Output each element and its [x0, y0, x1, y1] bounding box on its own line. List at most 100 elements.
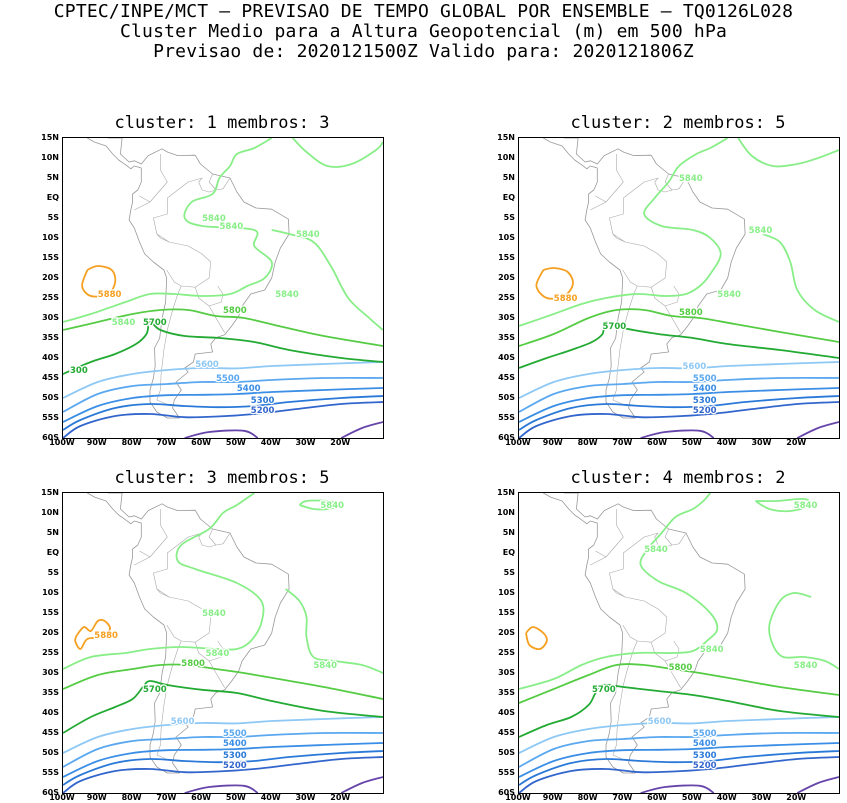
latitude-label: 15N [41, 488, 59, 497]
latitude-label: EQ [502, 548, 515, 557]
contour-5880 [525, 626, 548, 651]
latitude-label: 30S [42, 313, 59, 322]
contour-label: 5500 [216, 374, 240, 384]
map-panel: 5880 5840 5840 5840 5840 5840 5800 5700 5600 5500… [62, 137, 384, 439]
longitude-label: 60W [647, 438, 668, 447]
longitude-label: 30W [295, 793, 316, 802]
contour-label: 5840 [296, 230, 320, 240]
contour-label: 5880 [554, 294, 578, 304]
country-border [208, 305, 225, 333]
country-border [156, 640, 182, 762]
latitude-label: 20S [498, 273, 515, 282]
latitude-label: 40S [42, 708, 59, 717]
contour-label: 5800 [679, 308, 703, 318]
contour-label: 5840 [313, 661, 337, 671]
country-border [194, 640, 224, 662]
contour-5100 [640, 429, 715, 438]
longitude-label: 20W [330, 438, 351, 447]
longitude-label: 90W [86, 793, 107, 802]
latitude-label: EQ [502, 193, 515, 202]
latitude-label: 5S [47, 568, 59, 577]
contour-5100 [184, 429, 259, 438]
longitude-label: 100W [505, 793, 531, 802]
country-border [612, 233, 626, 243]
contour-5300 [519, 395, 839, 431]
longitude-label: 50W [225, 793, 246, 802]
latitude-label: 5S [503, 213, 515, 222]
contour-5100 [796, 776, 839, 793]
contour-label: 5300 [693, 751, 717, 761]
longitude-label: 50W [681, 793, 702, 802]
latitude-label: 35S [42, 333, 59, 342]
latitude-label: 20S [42, 273, 59, 282]
contour-label: 5200 [251, 406, 275, 416]
latitude-label: 10S [42, 588, 59, 597]
latitude-label: 60S [498, 433, 515, 442]
latitude-label: 45S [42, 728, 59, 737]
country-border [198, 532, 231, 548]
latitude-label: 25S [42, 648, 59, 657]
contour-5400 [63, 387, 383, 423]
latitude-label: 5N [502, 173, 515, 182]
longitude-label: 80W [121, 438, 142, 447]
longitude-label: 60W [647, 793, 668, 802]
latitude-label: 50S [42, 393, 59, 402]
contour-5840 [298, 499, 343, 511]
longitude-label: 30W [295, 438, 316, 447]
longitude-label: 80W [121, 793, 142, 802]
contour-5840 [63, 138, 273, 323]
contour-label: 5840 [206, 649, 230, 659]
longitude-label: 90W [86, 438, 107, 447]
longitude-label: 40W [260, 793, 281, 802]
country-border [156, 588, 170, 598]
contour-label: 5840 [679, 174, 703, 184]
country-border [139, 550, 151, 558]
contour-5600 [63, 361, 383, 399]
contour-label: 5300 [223, 751, 247, 761]
panel-title: cluster: 3 membros: 5 [114, 468, 330, 488]
latitude-label: 5N [46, 528, 59, 537]
longitude-label: 20W [786, 793, 807, 802]
contour-label: 5800 [181, 659, 205, 669]
contour-label: 5840 [112, 318, 136, 328]
contour-5100 [340, 421, 383, 438]
country-border [622, 241, 668, 288]
latitude-label: 45S [498, 373, 515, 382]
longitude-label: 100W [49, 438, 75, 447]
latitude-label: 20S [498, 628, 515, 637]
contour-5700 [63, 321, 383, 375]
contour-label: 5700 [592, 685, 616, 695]
longitude-label: 20W [786, 438, 807, 447]
contour-5100 [796, 421, 839, 438]
contour-label: 5700 [143, 685, 167, 695]
contour-5600 [519, 716, 839, 754]
longitude-label: 90W [542, 793, 563, 802]
contour-5400 [63, 742, 383, 778]
latitude-label: 5N [46, 173, 59, 182]
contour-label: 5700 [603, 322, 627, 332]
contour-5500 [63, 376, 383, 413]
contour-label: 5500 [693, 729, 717, 739]
coastline [542, 138, 746, 419]
latitude-label: 35S [42, 688, 59, 697]
country-border [208, 173, 217, 191]
coastline [86, 138, 290, 419]
latitude-label: 45S [42, 373, 59, 382]
latitude-label: 15S [498, 608, 515, 617]
contour-5700 [519, 320, 839, 369]
latitude-label: 10N [497, 508, 515, 517]
latitude-label: 35S [498, 688, 515, 697]
latitude-label: EQ [46, 548, 59, 557]
latitude-label: 5N [502, 528, 515, 537]
contour-5800 [519, 308, 839, 347]
longitude-label: 100W [505, 438, 531, 447]
latitude-label: 10N [497, 153, 515, 162]
latitude-label: 50S [498, 393, 515, 402]
country-border [208, 660, 225, 688]
latitude-label: 55S [498, 413, 515, 422]
contour-5840 [519, 138, 729, 327]
longitude-label: 40W [260, 438, 281, 447]
contour-5200 [519, 756, 839, 793]
latitude-label: 60S [42, 433, 59, 442]
